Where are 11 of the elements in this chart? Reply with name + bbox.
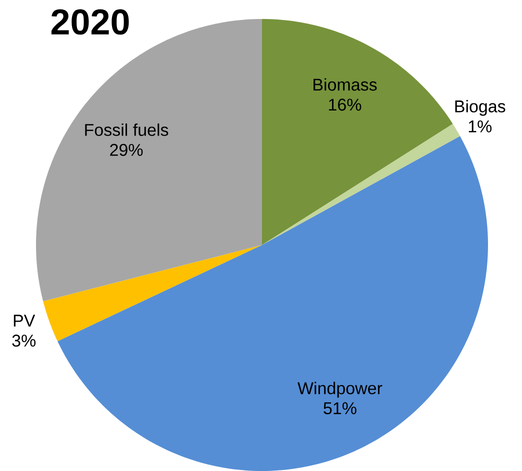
slice-label: Fossil fuels <box>85 123 168 136</box>
data-label: 3% <box>12 334 36 347</box>
slice-label: PV <box>14 314 36 326</box>
slice-label: Windpower <box>298 382 382 398</box>
slice-label: Biogas <box>455 100 506 116</box>
chart-title: 2020 <box>51 9 129 35</box>
data-label: 16% <box>329 98 362 111</box>
data-label: 51% <box>324 402 356 414</box>
data-label: 29% <box>110 144 143 156</box>
data-label: 1% <box>468 120 492 132</box>
slice-label: Biomass <box>314 78 377 91</box>
